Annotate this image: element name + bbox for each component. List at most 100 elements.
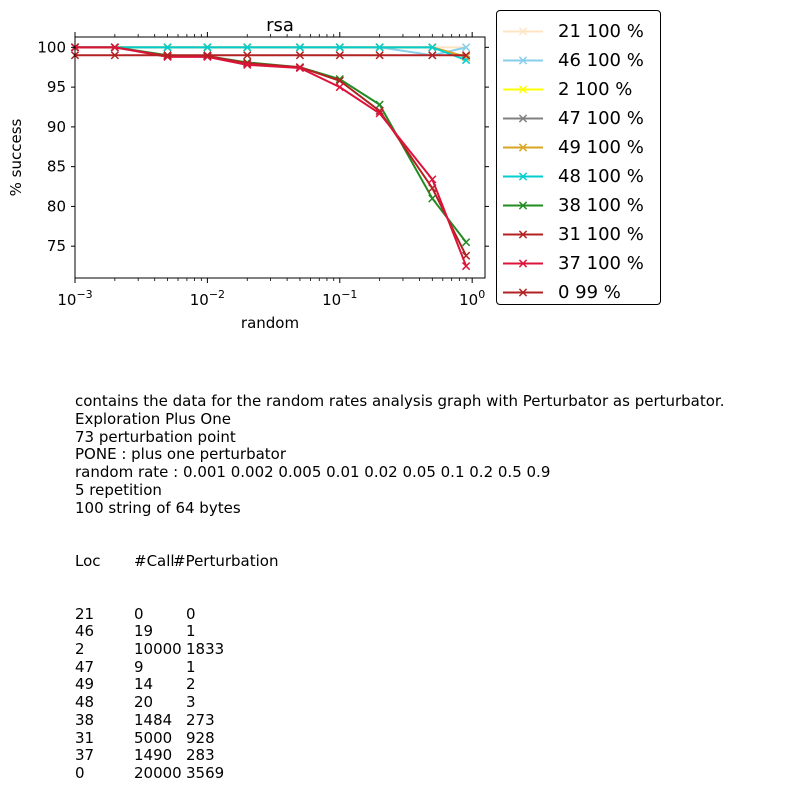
legend-label: 21 100 %	[558, 21, 644, 42]
table-row: 46 19 1	[75, 623, 725, 641]
legend-label: 37 100 %	[558, 253, 644, 274]
data-point-marker	[428, 175, 437, 184]
data-point-marker	[110, 43, 119, 52]
table-row: 49 14 2	[75, 676, 725, 694]
data-point-marker	[428, 194, 437, 203]
table-row: 37 1490 283	[75, 747, 725, 765]
legend-swatch-marker	[518, 27, 528, 36]
table-cell-call: 20	[134, 693, 154, 712]
legend-item: 31 100 %	[497, 220, 662, 249]
x-tick-label-base: 10	[190, 291, 209, 309]
table-header-call: #Call	[134, 551, 175, 570]
legend-swatch	[503, 172, 543, 181]
table-header-row: Loc #Call #Perturbation	[75, 551, 725, 571]
legend-swatch-marker	[518, 259, 528, 268]
x-tick-label: 10−2	[190, 288, 225, 309]
x-tick-label-exponent: −3	[76, 288, 92, 301]
legend-item: 48 100 %	[497, 162, 662, 191]
data-point-marker	[335, 76, 344, 85]
table-cell-call: 5000	[134, 728, 173, 747]
x-tick-label-exponent: −1	[341, 288, 357, 301]
x-tick-label-base: 10	[322, 291, 341, 309]
table-cell-call: 19	[134, 622, 154, 641]
legend-item: 21 100 %	[497, 17, 662, 46]
legend-swatch-marker	[518, 201, 528, 210]
legend-label: 48 100 %	[558, 166, 644, 187]
data-point-marker	[375, 51, 384, 60]
info-line: contains the data for the random rates a…	[75, 392, 725, 411]
table-row: 48 20 3	[75, 693, 725, 712]
legend-item: 46 100 %	[497, 46, 662, 75]
info-line: 73 perturbation point	[75, 427, 236, 446]
chart-title: rsa	[266, 15, 294, 36]
data-point-marker	[335, 82, 344, 92]
table-cell-loc: 46	[75, 622, 95, 641]
data-point-marker	[375, 43, 384, 52]
legend-item: 38 100 %	[497, 191, 662, 220]
legend-swatch-marker	[518, 85, 528, 94]
table-header-perturbation: #Perturbation	[173, 551, 279, 570]
table-cell-call: 1490	[134, 746, 173, 765]
y-tick-label: 95	[47, 78, 66, 96]
data-point-marker	[461, 261, 471, 271]
y-tick-label: 75	[47, 237, 66, 255]
table-cell-loc: 2	[75, 640, 85, 659]
x-tick-label: 100	[459, 288, 485, 309]
legend-swatch	[503, 201, 543, 210]
table-cell-call: 1484	[134, 710, 173, 729]
data-point-marker	[461, 51, 471, 60]
table-cell-perturbation: 1	[186, 657, 196, 676]
legend-item: 37 100 %	[497, 249, 662, 278]
data-point-marker	[375, 109, 384, 118]
legend-swatch-marker	[518, 143, 528, 152]
table-cell-call: 14	[134, 675, 154, 694]
table-row: 47 9 1	[75, 657, 725, 677]
table-cell-loc: 37	[75, 746, 95, 765]
y-tick-label: 80	[47, 197, 66, 215]
y-tick-label: 90	[47, 118, 66, 136]
x-tick-label: 10−3	[57, 288, 92, 309]
legend-swatch-marker	[518, 114, 528, 123]
table-cell-perturbation: 1833	[186, 640, 225, 659]
series-line	[75, 46, 468, 267]
table-cell-perturbation: 273	[186, 710, 215, 729]
legend-label: 47 100 %	[558, 108, 644, 129]
table-row: 31 5000 928	[75, 728, 725, 748]
table-cell-call: 9	[134, 657, 144, 676]
legend-swatch-marker	[518, 172, 528, 181]
data-point-marker	[375, 100, 384, 109]
data-point-marker	[335, 51, 344, 60]
table-cell-loc: 49	[75, 675, 95, 694]
data-point-marker	[110, 51, 119, 60]
data-point-marker	[335, 43, 344, 52]
table-header-loc: Loc	[75, 551, 101, 570]
series-line	[75, 46, 467, 62]
legend-swatch	[503, 230, 543, 239]
table-cell-call: 10000	[134, 640, 182, 659]
x-tick-label-exponent: −2	[209, 288, 225, 301]
table-cell-call: 20000	[134, 763, 182, 782]
data-point-marker	[203, 51, 212, 60]
x-tick-label-base: 10	[57, 291, 76, 309]
legend-item: 47 100 %	[497, 104, 662, 133]
table-cell-perturbation: 3	[186, 693, 196, 712]
chart-legend: 21 100 % 46 100 % 2 100 % 47 100 % 49 100 % 4…	[496, 10, 661, 305]
y-tick-label: 85	[47, 158, 66, 176]
series-line	[75, 46, 467, 243]
table-cell-loc: 48	[75, 693, 95, 712]
legend-swatch	[503, 85, 543, 94]
table-cell-perturbation: 283	[186, 746, 215, 765]
table-row: 2 10000 1833	[75, 640, 725, 659]
data-point-marker	[375, 106, 384, 116]
data-point-marker	[295, 43, 305, 52]
legend-swatch	[503, 288, 543, 297]
data-point-marker	[428, 43, 437, 52]
data-point-marker	[163, 51, 172, 60]
data-point-marker	[163, 43, 172, 52]
x-tick-label: 10−1	[322, 288, 357, 309]
info-line: 100 string of 64 bytes	[75, 498, 241, 517]
info-line: PONE : plus one perturbator	[75, 445, 287, 464]
series-line	[75, 46, 468, 257]
y-tick-label: 100	[37, 38, 66, 56]
